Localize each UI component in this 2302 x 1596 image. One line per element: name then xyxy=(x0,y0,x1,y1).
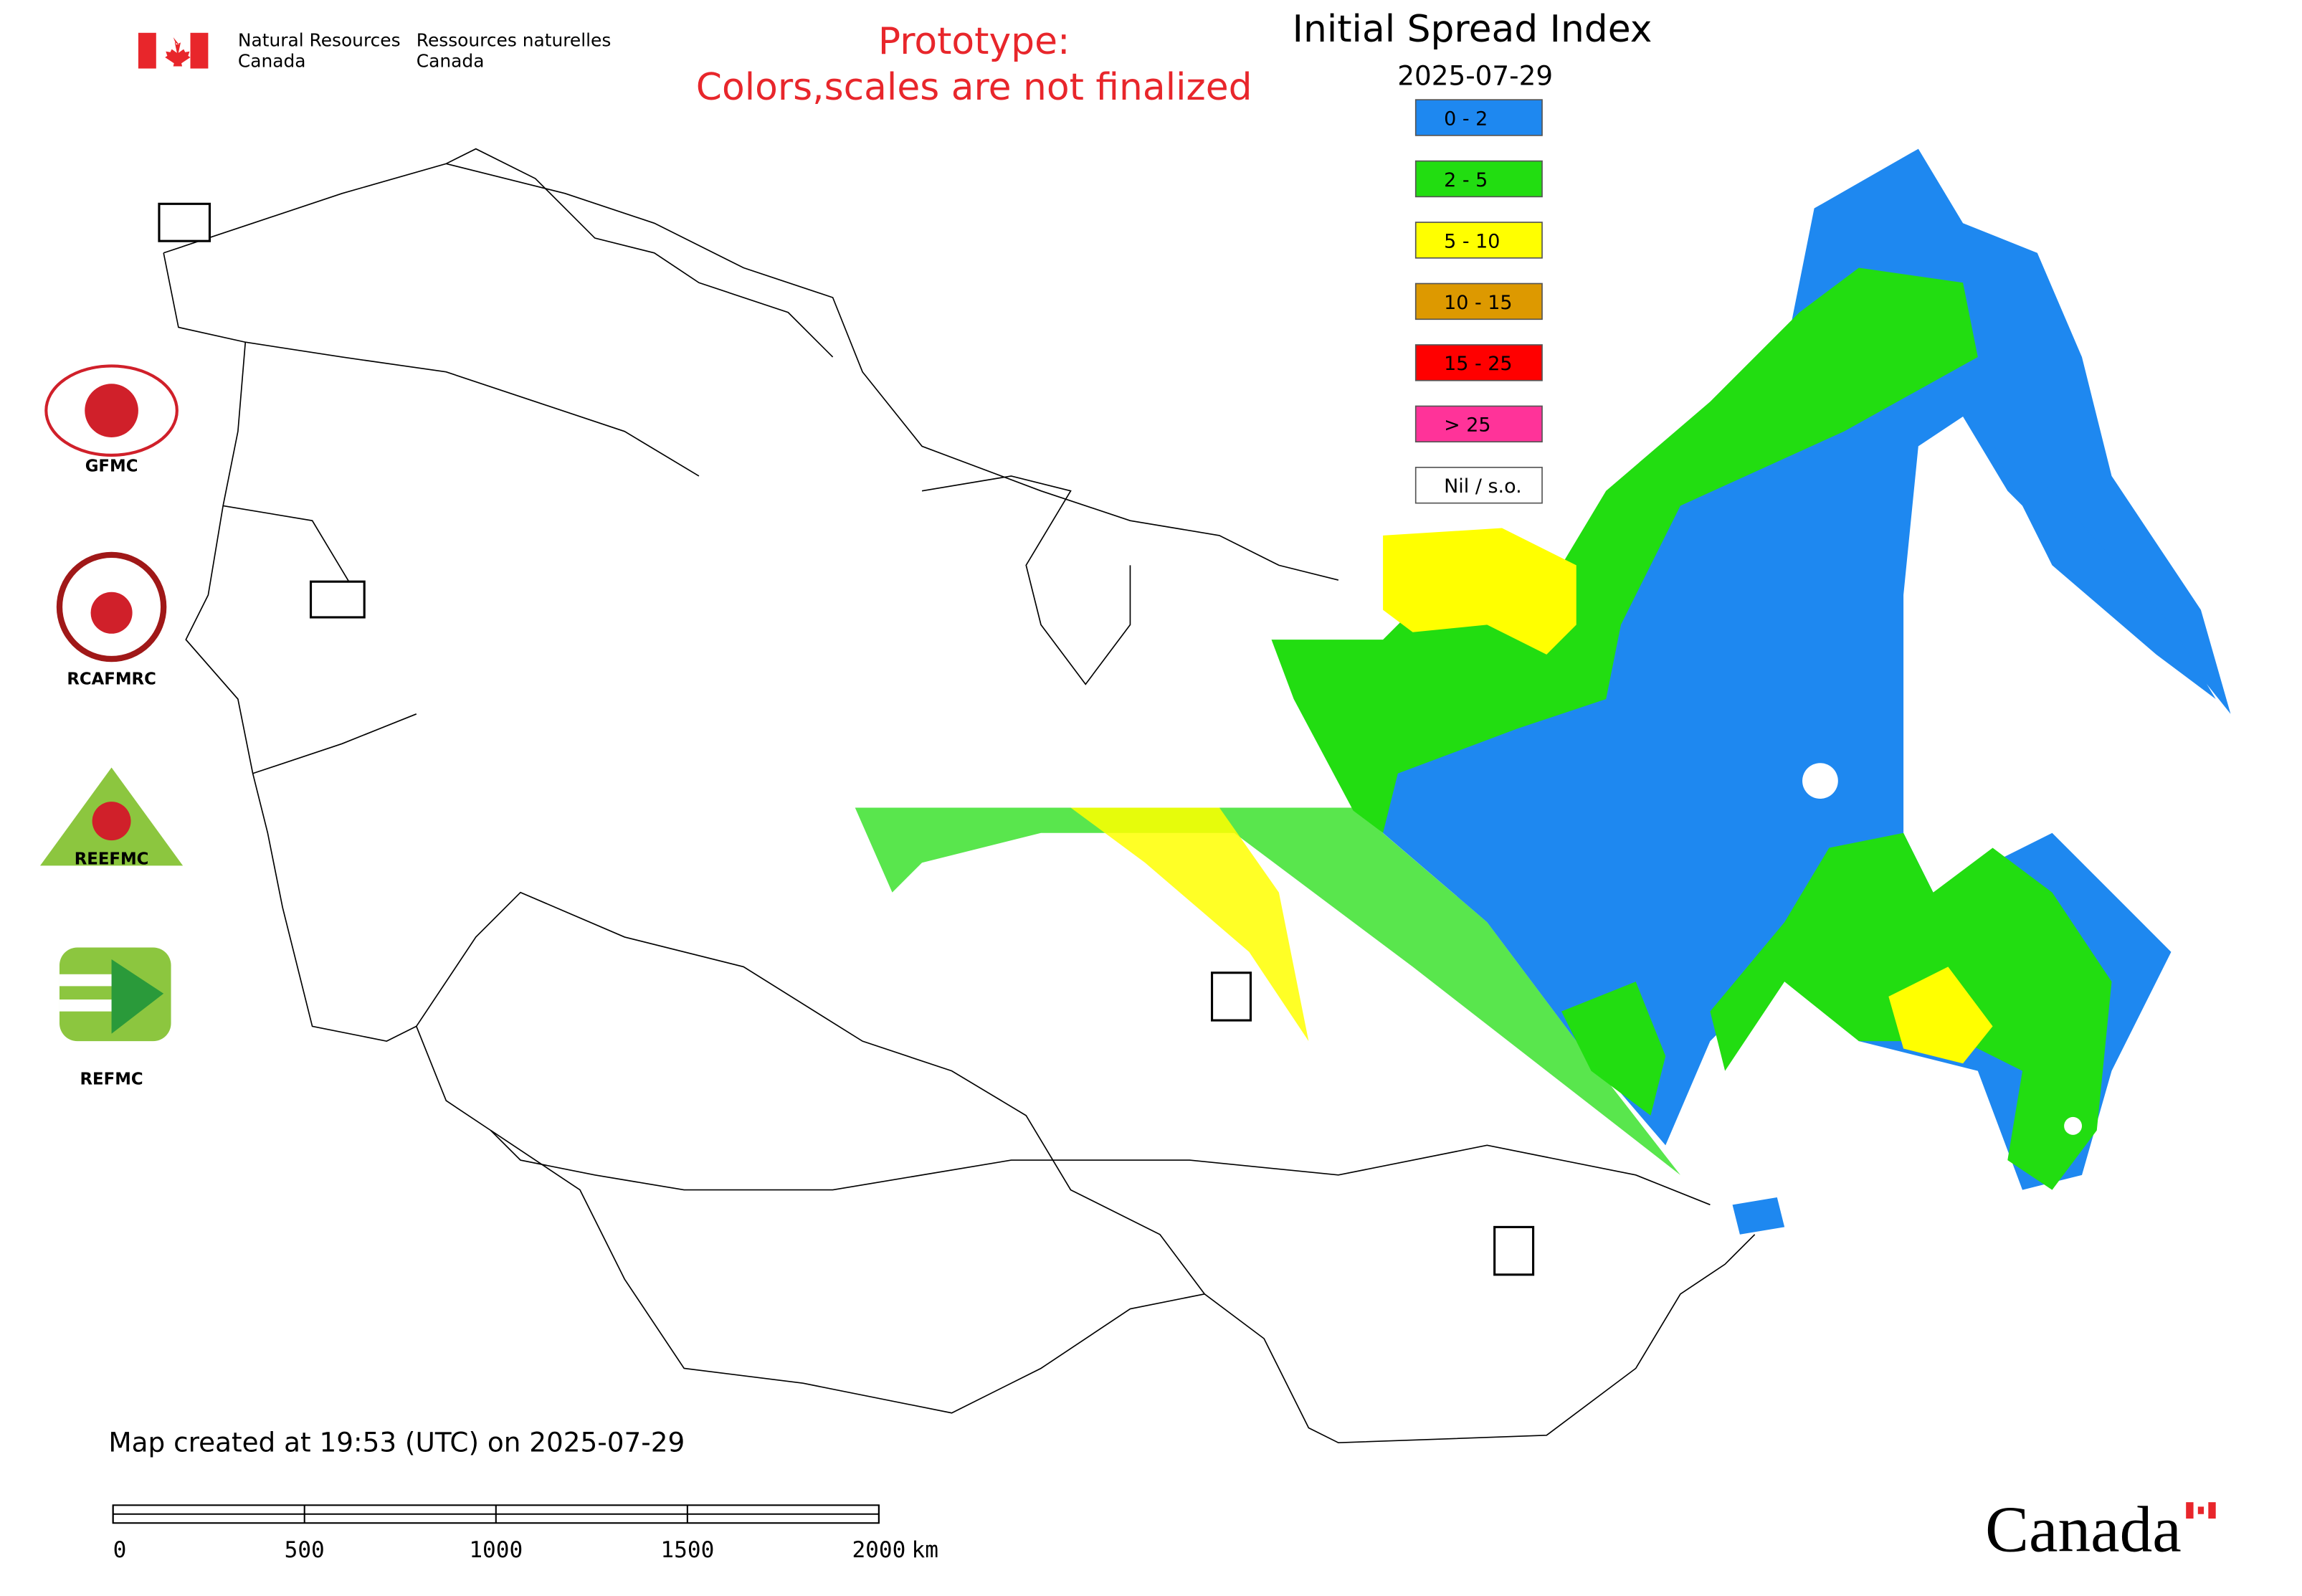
scale-label: 1500 xyxy=(660,1537,714,1563)
map-date: 2025-07-29 xyxy=(1397,60,1553,91)
logo-reefmc xyxy=(40,767,184,866)
scale-label: 1000 xyxy=(469,1537,523,1563)
gov-flag xyxy=(138,32,209,69)
map-fills xyxy=(855,148,2231,1235)
wordmark-flag xyxy=(2186,1502,2216,1519)
prototype-note: Prototype: xyxy=(878,20,1070,63)
department-en: Canada xyxy=(238,50,306,71)
legend-swatch xyxy=(1414,222,1543,259)
department-fr: Canada xyxy=(417,50,485,71)
created-note: Map created at 19:53 (UTC) on 2025-07-29 xyxy=(108,1427,685,1458)
logo-label: REEFMC xyxy=(75,850,149,868)
map-logo-markers xyxy=(158,202,1535,1276)
logo-label: REFMC xyxy=(80,1070,143,1088)
country-outlines xyxy=(163,148,1756,1444)
scale-label: 2000 xyxy=(852,1537,905,1563)
department-fr: Ressources naturelles xyxy=(417,29,612,50)
legend-label: 2 - 5 xyxy=(1444,169,1488,191)
legend-label: Nil / s.o. xyxy=(1444,475,1522,498)
logo-label: GFMC xyxy=(85,457,138,476)
legend-label: 10 - 15 xyxy=(1444,292,1512,314)
legend-label: 15 - 25 xyxy=(1444,353,1512,375)
legend-swatch xyxy=(1414,160,1543,198)
legend-swatch xyxy=(1414,467,1543,504)
legend-swatch xyxy=(1414,99,1543,136)
legend-swatch xyxy=(1414,344,1543,381)
scale-unit: km xyxy=(912,1537,938,1563)
prototype-note: Colors,scales are not finalized xyxy=(696,66,1252,109)
logo-label: RCAFMRC xyxy=(67,670,156,688)
department-en: Natural Resources xyxy=(238,29,401,50)
legend-swatch xyxy=(1414,405,1543,443)
map-title: Initial Spread Index xyxy=(1293,8,1652,51)
scale-label: 0 xyxy=(113,1537,127,1563)
scale-label: 500 xyxy=(285,1537,325,1563)
logo-rcafmrc xyxy=(56,551,167,662)
canada-wordmark: Canada xyxy=(1985,1493,2182,1566)
legend-label: 5 - 10 xyxy=(1444,230,1500,252)
logo-gfmc xyxy=(44,364,179,457)
legend-swatch xyxy=(1414,282,1543,320)
legend-label: 0 - 2 xyxy=(1444,108,1488,130)
logo-refmc xyxy=(59,947,171,1042)
legend-label: > 25 xyxy=(1444,414,1490,437)
